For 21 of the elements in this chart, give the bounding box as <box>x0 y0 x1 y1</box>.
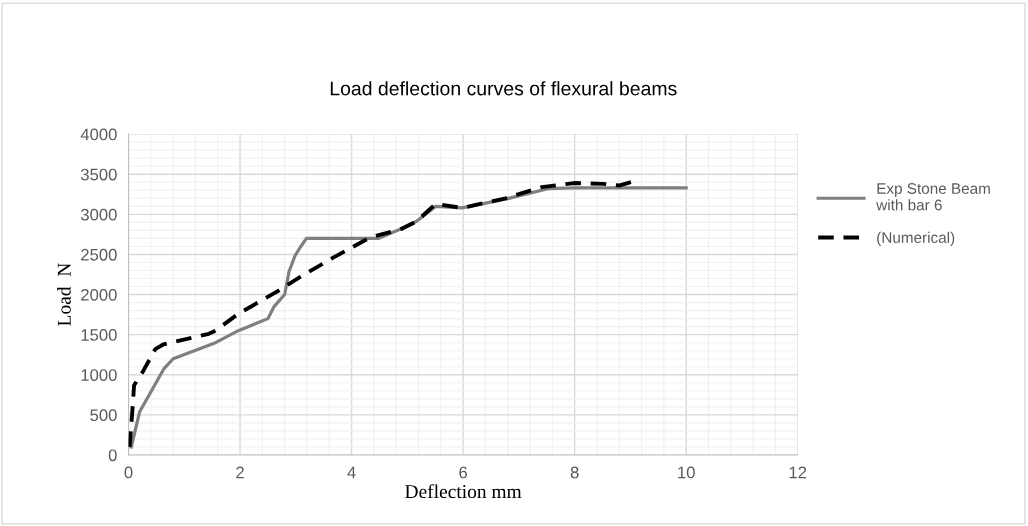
x-tick-label: 2 <box>236 466 244 479</box>
y-tick-label: 3000 <box>80 208 117 221</box>
x-tick-label: 6 <box>459 466 468 479</box>
x-axis-title: Deflection mm <box>405 484 522 499</box>
y-tick-label: 2000 <box>81 288 117 301</box>
legend-label: (Numerical) <box>877 231 955 246</box>
y-tick-label: 0 <box>108 449 117 462</box>
y-tick-label: 3500 <box>80 168 117 181</box>
y-tick-label: 1000 <box>81 369 117 381</box>
x-tick-label: 12 <box>789 466 807 479</box>
chart-title: Load deflection curves of flexural beams <box>330 81 677 96</box>
x-tick-label: 10 <box>678 466 695 479</box>
y-tick-label: 500 <box>90 409 117 422</box>
y-tick-label: 1500 <box>81 329 117 341</box>
legend-label: Exp Stone Beam with bar 6 <box>876 183 990 211</box>
x-tick-label: 8 <box>570 466 579 479</box>
x-tick-label: 4 <box>347 466 356 479</box>
y-axis-title: Load N <box>57 263 71 326</box>
y-tick-label: 2500 <box>81 248 117 261</box>
x-tick-label: 0 <box>124 466 133 479</box>
y-tick-label: 4000 <box>80 128 117 141</box>
